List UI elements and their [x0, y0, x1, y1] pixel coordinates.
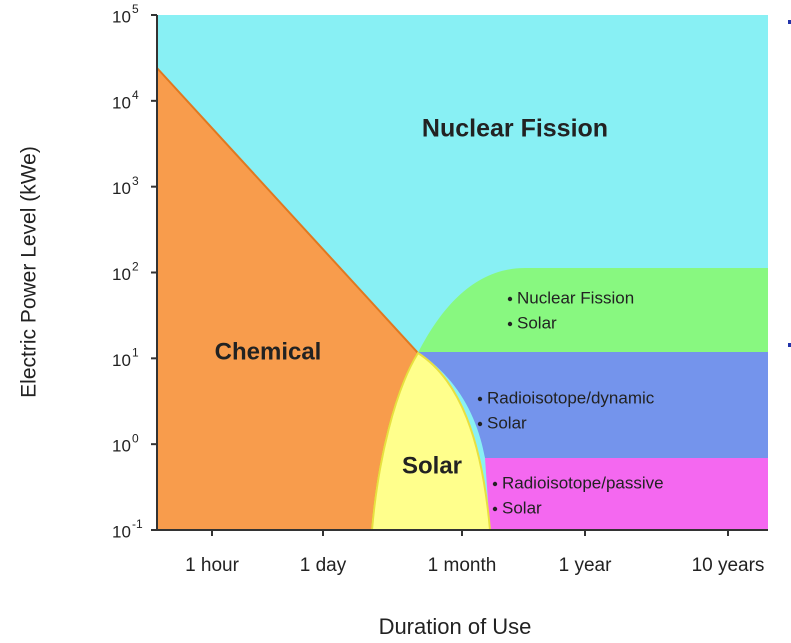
- x-tick-label: 1 month: [428, 555, 497, 576]
- y-tick-base: 10: [112, 522, 131, 541]
- region-blue: [418, 352, 768, 458]
- label-nuclear: Nuclear Fission: [422, 115, 608, 143]
- x-tick-label: 10 years: [692, 555, 765, 576]
- dot: [788, 343, 791, 347]
- label-solar: Solar: [402, 452, 462, 479]
- bullet: [492, 481, 498, 487]
- label-chemical: Chemical: [215, 338, 322, 365]
- region-magenta: [485, 458, 768, 530]
- y-tick-exp: 3: [132, 174, 139, 188]
- item-label: Solar: [502, 498, 542, 517]
- x-axis-title: Duration of Use: [379, 614, 532, 639]
- x-tick-label: 1 day: [300, 555, 347, 576]
- y-tick-exp: -1: [132, 517, 143, 531]
- bullet: [507, 296, 513, 302]
- y-tick-exp: 1: [132, 346, 139, 360]
- y-tick-base: 10: [112, 437, 131, 456]
- bullet: [507, 321, 513, 327]
- y-axis-title: Electric Power Level (kWe): [18, 146, 41, 398]
- item-label: Solar: [487, 413, 527, 432]
- y-tick-base: 10: [112, 265, 131, 284]
- x-tick-label: 1 year: [559, 555, 612, 576]
- bullet: [492, 506, 498, 512]
- y-tick-exp: 2: [132, 260, 139, 274]
- item-label: Nuclear Fission: [517, 288, 634, 307]
- x-tick-label: 1 hour: [185, 555, 240, 576]
- y-tick-exp: 4: [132, 88, 139, 102]
- y-tick-exp: 5: [132, 2, 139, 16]
- region-green: [418, 268, 768, 353]
- item-label: Radioisotope/dynamic: [487, 388, 655, 407]
- item-label: Solar: [517, 313, 557, 332]
- y-tick-base: 10: [112, 179, 131, 198]
- y-tick-base: 10: [112, 7, 131, 26]
- bullet: [477, 421, 483, 427]
- y-tick-base: 10: [112, 93, 131, 112]
- bullet: [477, 396, 483, 402]
- y-tick-exp: 0: [132, 431, 139, 445]
- dot: [788, 20, 791, 24]
- item-label: Radioisotope/passive: [502, 473, 664, 492]
- y-tick-base: 10: [112, 351, 131, 370]
